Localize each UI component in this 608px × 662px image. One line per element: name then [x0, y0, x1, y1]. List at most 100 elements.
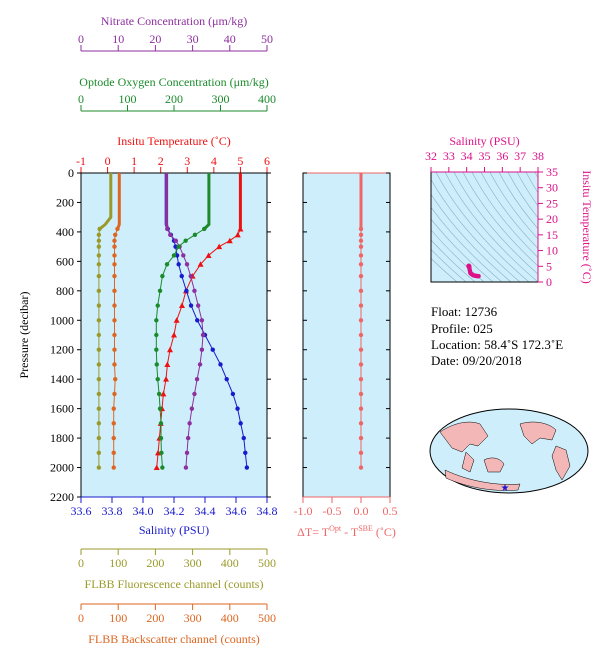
ts-salinity-tick-label: 38 [532, 149, 544, 163]
ts-density-contours [431, 172, 538, 282]
backscatter-point [112, 347, 117, 352]
fluorescence-tick-label: 300 [184, 556, 202, 570]
float-id: Float: 12736 [431, 304, 498, 319]
salinity-tick-label: 34.4 [195, 504, 216, 518]
backscatter-point [112, 244, 117, 249]
backscatter-point [115, 226, 120, 232]
fluorescence-point [96, 391, 102, 397]
salinity-tick-label: 33.8 [102, 504, 123, 518]
backscatter-point [112, 238, 117, 243]
temperature-point [167, 346, 174, 353]
fluorescence-point [96, 362, 102, 367]
fluorescence-axis-title: FLBB Fluorescence channel (counts) [85, 577, 264, 591]
bottom-axes: 33.6 33.8 34.0 34.2 34.4 34.6 34.8 Salinity (PS… [71, 496, 278, 646]
dt-title-part: SBE [358, 524, 373, 533]
ts-density-contour [498, 172, 538, 230]
ts-salinity-tick-label: 37 [514, 149, 526, 163]
ts-temp-axis-title: Insitu Temperature (˚C) [580, 170, 594, 284]
nitrate-tick-label: 50 [261, 32, 273, 46]
nitrate-point [188, 273, 193, 279]
ts-density-contour [471, 172, 538, 258]
backscatter-tick-label: 100 [109, 611, 127, 625]
dt-point [358, 226, 364, 232]
salinity-tick-label: 34.6 [226, 504, 247, 518]
dt-title-part: - T [341, 525, 359, 539]
nitrate-point [199, 318, 205, 323]
backscatter-tick-label: 0 [78, 611, 84, 625]
temperature-point [153, 464, 160, 471]
ts-density-contour [435, 172, 530, 282]
nitrate-tick-label: 30 [187, 32, 199, 46]
oxygen-tick-label: 400 [258, 92, 276, 106]
dt-title-part: Opt [329, 524, 342, 533]
oxygen-point [156, 391, 162, 397]
ts-density-contour [431, 248, 467, 282]
fluorescence-tick-label: 200 [146, 556, 164, 570]
delta-t-panel: -1.0 -0.5 0.0 0.5 ΔT= TOpt - TSBE (˚C) [294, 172, 398, 539]
nitrate-surface-line [165, 173, 169, 230]
nitrate-point [184, 450, 190, 456]
ts-temp-tick-label: 10 [546, 244, 558, 258]
oxygen-tick-label: 0 [78, 92, 84, 106]
ts-density-contour [489, 172, 538, 240]
backscatter-point [112, 288, 117, 294]
salinity-point [179, 273, 184, 279]
backscatter-point [112, 332, 117, 338]
oxygen-surface-line [203, 173, 211, 231]
backscatter-point [113, 376, 118, 382]
salinity-point [218, 362, 223, 367]
salinity-point [243, 450, 248, 456]
nitrate-point [187, 421, 192, 426]
nitrate-point [183, 465, 189, 470]
world-map-icon: ★ [429, 408, 589, 494]
dt-point [358, 391, 364, 397]
pressure-tick-label: 600 [56, 254, 74, 268]
temperature-tick-label: 2 [158, 154, 164, 168]
dt-point [358, 332, 364, 338]
ts-temp-tick-label: 15 [546, 228, 558, 242]
ts-point [476, 273, 481, 279]
temperature-point [164, 361, 171, 367]
pressure-tick-label: 800 [56, 284, 74, 298]
temperature-tick-label: 6 [264, 154, 270, 168]
nitrate-point [184, 262, 190, 267]
nitrate-point [192, 288, 197, 294]
temperature-point [237, 225, 244, 232]
backscatter-point [112, 273, 117, 279]
ts-temp-tick-label: 0 [546, 275, 552, 289]
dt-title-part: (˚C) [373, 525, 396, 539]
fluorescence-point [96, 406, 102, 411]
nitrate-point [195, 303, 201, 308]
salinity-point [238, 421, 243, 426]
oxygen-point [183, 238, 188, 243]
oxygen-point [157, 288, 163, 294]
fluorescence-point [96, 435, 102, 441]
ts-temp-tick-label: 25 [546, 196, 558, 210]
nitrate-tick-label: 20 [149, 32, 161, 46]
oxygen-point [160, 465, 165, 470]
backscatter-point [112, 303, 117, 308]
salinity-point [224, 376, 229, 382]
nitrate-tick-label: 10 [112, 32, 124, 46]
fluorescence-point [96, 262, 102, 267]
backscatter-tick-label: 500 [258, 611, 276, 625]
nitrate-point [197, 362, 203, 367]
fluorescence-tick-label: 0 [78, 556, 84, 570]
ts-plot-area [431, 172, 538, 282]
dt-point [358, 421, 364, 426]
backscatter-point [111, 450, 116, 456]
temperature-tick-label: 0 [105, 154, 111, 168]
dt-tick-label: 0.0 [354, 504, 369, 518]
nitrate-axis-title: Nitrate Concentration (μm/kg) [101, 14, 247, 28]
dt-point [358, 318, 364, 323]
salinity-point [241, 435, 246, 441]
dt-axis-title: ΔT= TOpt - TSBE (˚C) [297, 524, 396, 539]
salinity-point [244, 465, 250, 470]
pressure-tick-label: 2200 [50, 490, 74, 504]
salinity-tick-label: 34.0 [133, 504, 154, 518]
backscatter-point [111, 406, 116, 411]
fluorescence-point [96, 303, 102, 308]
ts-temp-tick-label: 30 [546, 181, 558, 195]
